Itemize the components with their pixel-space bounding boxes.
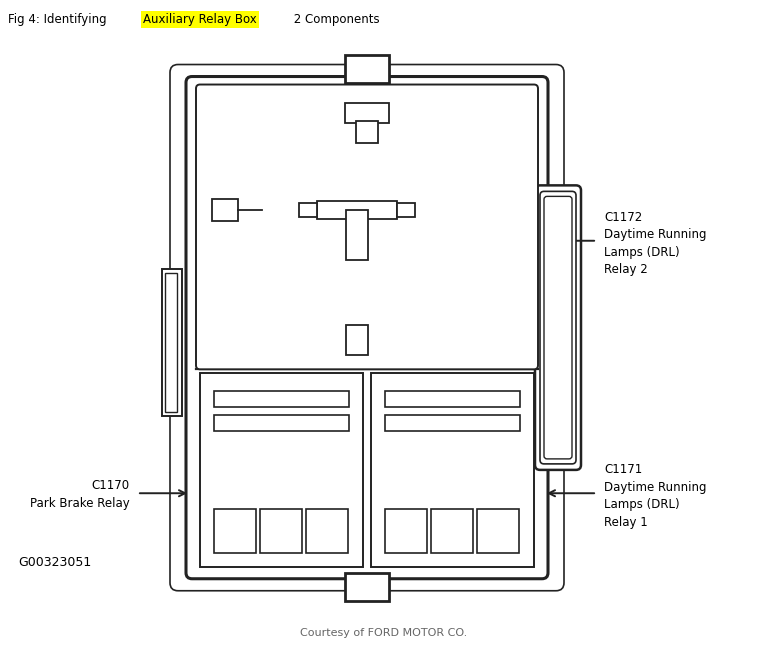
Bar: [214, 391, 349, 407]
FancyBboxPatch shape: [540, 192, 576, 464]
Bar: [212, 199, 238, 222]
FancyBboxPatch shape: [544, 196, 572, 459]
Bar: [317, 201, 397, 219]
Bar: [214, 415, 349, 432]
Text: C1170
Park Brake Relay: C1170 Park Brake Relay: [30, 479, 130, 509]
Bar: [385, 509, 427, 553]
Bar: [299, 203, 317, 217]
Bar: [162, 269, 182, 416]
Text: Fig 4: Identifying: Fig 4: Identifying: [8, 13, 111, 26]
FancyBboxPatch shape: [186, 77, 548, 579]
Bar: [345, 573, 389, 601]
Bar: [397, 203, 415, 217]
FancyBboxPatch shape: [170, 65, 564, 591]
Bar: [346, 325, 368, 355]
Bar: [385, 391, 520, 407]
Bar: [260, 509, 302, 553]
Text: G00323051: G00323051: [18, 556, 91, 569]
Bar: [385, 415, 520, 432]
Text: Courtesy of FORD MOTOR CO.: Courtesy of FORD MOTOR CO.: [300, 628, 468, 638]
Bar: [165, 273, 177, 412]
Bar: [477, 509, 519, 553]
Bar: [431, 509, 473, 553]
Bar: [345, 103, 389, 122]
FancyBboxPatch shape: [535, 185, 581, 470]
Text: 2 Components: 2 Components: [290, 13, 379, 26]
Text: Auxiliary Relay Box: Auxiliary Relay Box: [143, 13, 257, 26]
Bar: [356, 120, 378, 143]
FancyBboxPatch shape: [196, 84, 538, 370]
Bar: [214, 509, 256, 553]
Bar: [371, 373, 534, 567]
Text: C1171
Daytime Running
Lamps (DRL)
Relay 1: C1171 Daytime Running Lamps (DRL) Relay …: [604, 463, 707, 528]
Text: C1172
Daytime Running
Lamps (DRL)
Relay 2: C1172 Daytime Running Lamps (DRL) Relay …: [604, 211, 707, 276]
Bar: [346, 211, 368, 260]
Bar: [345, 54, 389, 82]
Bar: [306, 509, 348, 553]
Bar: [200, 373, 363, 567]
